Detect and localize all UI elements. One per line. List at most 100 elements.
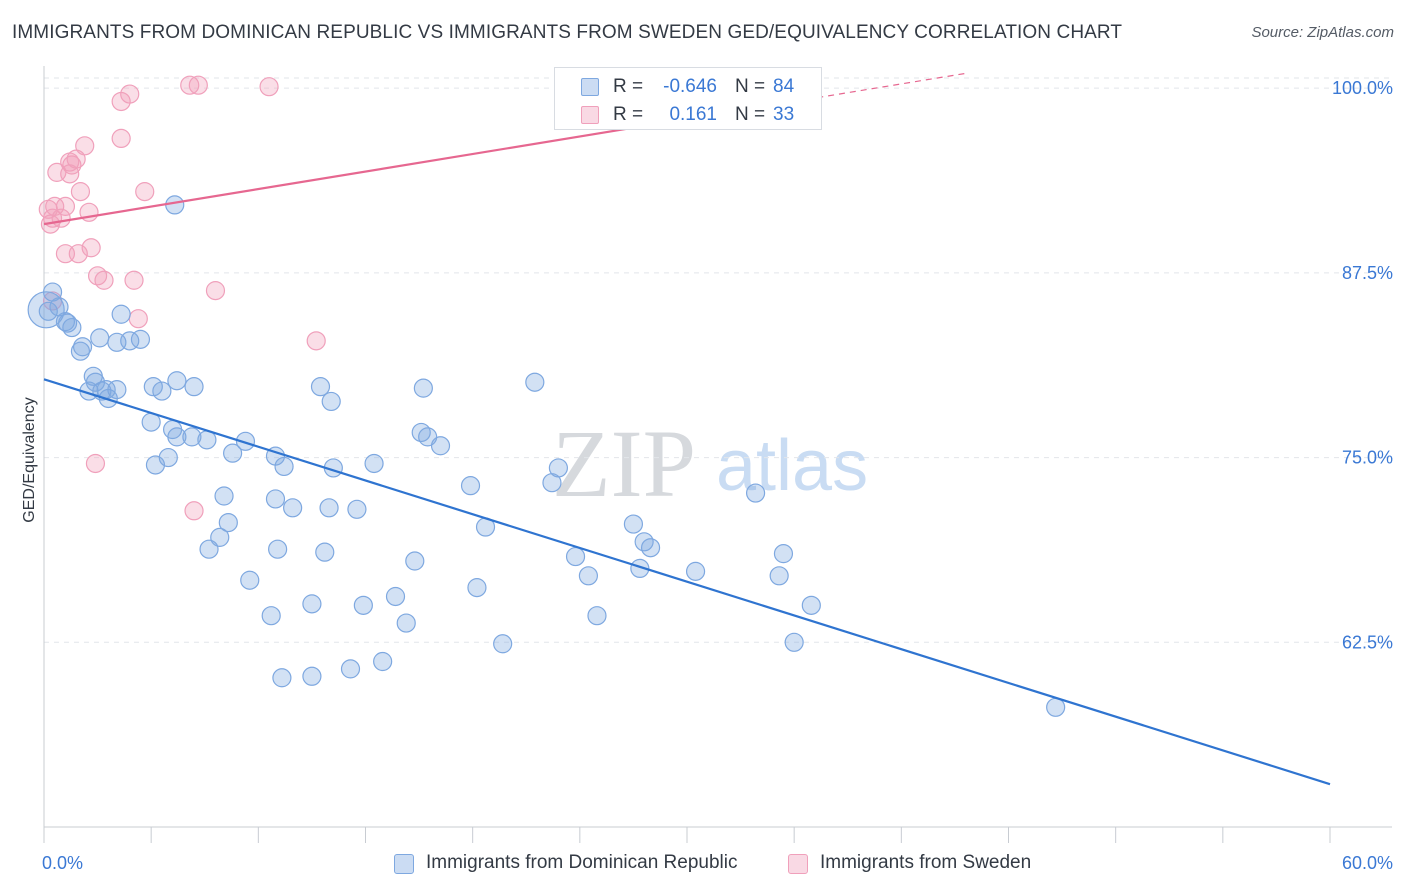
tick-labels: 62.5% 75.0% 87.5% 100.0% 0.0% 60.0%	[42, 78, 1393, 873]
legend-n-value: 33	[773, 104, 795, 125]
dominican-point	[745, 483, 766, 503]
x-tick-label: 0.0%	[42, 853, 83, 873]
dominican-point	[143, 377, 163, 397]
sweden-point	[128, 309, 148, 329]
dominican-point	[801, 595, 821, 615]
dominican-point	[152, 381, 172, 401]
dominican-point	[623, 514, 644, 534]
x-tick-label: 60.0%	[1342, 853, 1393, 873]
dominican-point	[405, 551, 425, 571]
dominican-point	[90, 328, 110, 348]
y-tick-label: 62.5%	[1342, 632, 1393, 652]
sweden-point	[70, 182, 91, 202]
dominican-point	[353, 595, 373, 615]
dominican-point	[167, 371, 187, 391]
dominican-point	[272, 668, 292, 688]
dominican-point	[184, 377, 204, 397]
sweden-point	[94, 270, 114, 290]
sweden-point	[135, 182, 155, 202]
dominican-point	[578, 566, 599, 586]
bottom-legend-label-dominican: Immigrants from Dominican Republic	[426, 852, 738, 873]
dominican-point	[542, 473, 562, 493]
sweden-point	[55, 196, 76, 216]
chart-title: IMMIGRANTS FROM DOMINICAN REPUBLIC VS IM…	[12, 22, 1123, 43]
axes	[43, 66, 1392, 843]
y-tick-label: 75.0%	[1342, 448, 1393, 468]
dominican-point	[27, 291, 65, 329]
dominican-point	[265, 489, 286, 509]
dominican-points	[27, 195, 1066, 717]
bottom-legend-swatch-dominican	[394, 854, 414, 874]
dominican-point	[347, 499, 367, 519]
dominican-point	[587, 606, 607, 626]
dominican-point	[38, 301, 58, 321]
sweden-point	[75, 136, 95, 156]
sweden-point	[124, 270, 144, 290]
watermark: ZIP atlas	[552, 410, 868, 517]
dominican-point	[274, 456, 294, 477]
dominican-point	[210, 527, 230, 547]
sweden-point	[184, 501, 204, 521]
legend-n-label: N =	[735, 76, 766, 97]
dominican-point	[268, 539, 288, 559]
dominican-point	[373, 651, 393, 672]
legend-row-dominican: R = -0.646 N = 84	[555, 72, 823, 100]
dominican-point	[165, 195, 185, 215]
dominican-point	[685, 561, 706, 581]
dominican-point	[493, 634, 513, 654]
dominican-point	[218, 512, 238, 533]
legend-r-label: R =	[613, 76, 644, 97]
dominican-point	[460, 476, 481, 496]
sweden-point	[45, 196, 65, 216]
legend-swatch-dominican	[581, 78, 599, 96]
dominican-point	[364, 453, 384, 474]
legend-r-label: R =	[613, 104, 644, 125]
dominican-point	[283, 498, 303, 518]
dominican-point	[111, 304, 131, 324]
y-tick-label: 100.0%	[1332, 78, 1393, 98]
legend-r-value: -0.646	[663, 76, 717, 97]
dominican-point	[630, 558, 650, 579]
dominican-point	[130, 329, 151, 349]
dominican-point	[223, 443, 243, 463]
dominican-point	[235, 431, 256, 451]
dominican-point	[565, 546, 586, 567]
sweden-point	[111, 128, 131, 149]
dominican-point	[396, 613, 416, 633]
bottom-legend-label-sweden: Immigrants from Sweden	[820, 852, 1032, 873]
dominican-point	[240, 570, 260, 590]
sweden-point	[306, 331, 326, 351]
grid	[44, 77, 1392, 643]
dominican-point	[773, 544, 794, 564]
dominican-point	[261, 606, 281, 626]
sweden-point	[205, 281, 226, 301]
chart-source: Source: ZipAtlas.com	[1251, 24, 1394, 41]
dominican-point	[70, 341, 91, 361]
dominican-point	[340, 659, 361, 679]
bottom-legend-swatch-sweden	[788, 854, 808, 874]
sweden-trend-line	[43, 117, 688, 226]
legend-n-value: 84	[773, 76, 795, 97]
sweden-point	[60, 164, 80, 184]
dominican-point	[385, 586, 406, 607]
dominican-point	[769, 566, 789, 586]
sweden-point	[55, 244, 76, 264]
dominican-point	[145, 455, 166, 475]
y-tick-label: 87.5%	[1342, 263, 1393, 283]
dominican-point	[302, 594, 322, 614]
legend-r-value: 0.161	[669, 104, 717, 125]
dominican-point	[784, 632, 804, 652]
dominican-point	[411, 422, 431, 443]
dominican-point	[319, 498, 339, 518]
dominican-point	[321, 391, 341, 412]
watermark-zip: ZIP	[552, 410, 696, 517]
dominican-point	[467, 578, 487, 598]
dominican-trend-line	[43, 378, 1331, 786]
dominican-point	[302, 666, 322, 686]
sweden-point	[120, 84, 140, 104]
sweden-point	[81, 238, 101, 258]
sweden-point	[85, 453, 106, 474]
dominican-point	[182, 427, 202, 447]
dominican-point	[167, 427, 187, 447]
